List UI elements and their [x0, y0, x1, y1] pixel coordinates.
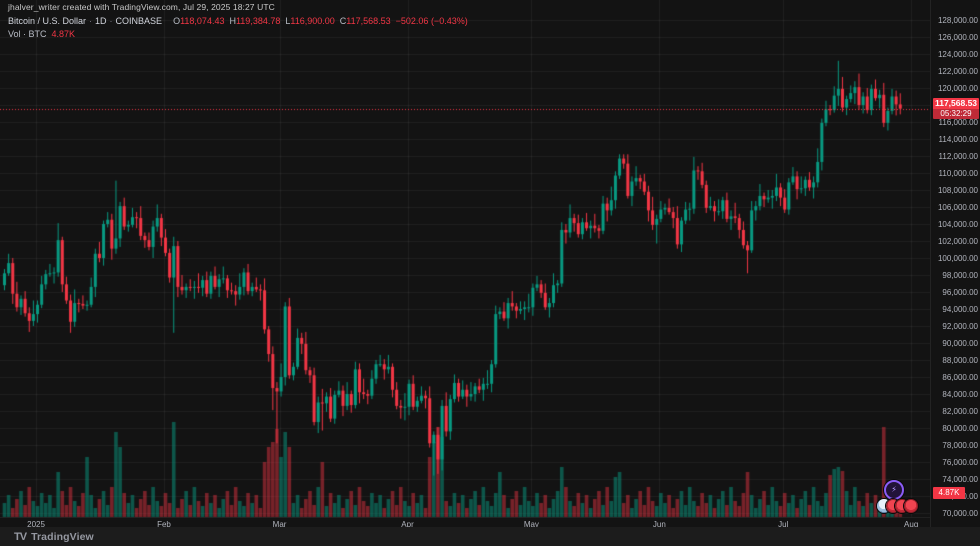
price-axis-label: 98,000.00: [942, 270, 978, 280]
price-axis-label: 128,000.00: [937, 15, 978, 25]
price-axis-label: 84,000.00: [942, 389, 978, 399]
price-axis-label: 104,000.00: [937, 219, 978, 229]
time-axis-label: 2025: [27, 520, 45, 529]
symbol-name[interactable]: Bitcoin / U.S. Dollar: [8, 16, 87, 26]
volume-row: Vol · BTC 4.87K: [8, 29, 468, 39]
price-axis-label: 78,000.00: [942, 440, 978, 450]
price-axis-label: 90,000.00: [942, 338, 978, 348]
interval-label[interactable]: 1D: [95, 16, 107, 26]
open-value: 118,074.43: [180, 16, 225, 26]
volume-indicator-label[interactable]: Vol · BTC: [8, 29, 47, 39]
emoji-sticker-row[interactable]: [877, 499, 918, 513]
time-axis-label: Jun: [652, 520, 666, 529]
price-axis-label: 88,000.00: [942, 355, 978, 365]
price-axis-label: 112,000.00: [938, 151, 978, 161]
price-axis-label: 114,000.00: [938, 134, 978, 144]
volume-value: 4.87K: [51, 29, 76, 39]
open-label: O: [173, 16, 181, 26]
close-label: C: [339, 16, 347, 26]
export-watermark: jhalver_writer created with TradingView.…: [8, 2, 275, 12]
price-axis-label: 86,000.00: [942, 372, 978, 382]
price-axis-label: 96,000.00: [942, 287, 978, 297]
price-axis-label: 82,000.00: [942, 406, 978, 416]
price-axis-label: 92,000.00: [942, 321, 978, 331]
exchange-label: COINBASE: [115, 16, 163, 26]
price-axis-label: 110,000.00: [938, 168, 978, 178]
high-label: H: [229, 16, 236, 26]
low-value: 116,900.00: [290, 16, 335, 26]
price-scale[interactable]: 128,000.00 126,000.00 124,000.00 122,000.00…: [930, 0, 980, 527]
price-axis-label: 100,000.00: [937, 253, 978, 263]
price-axis-label: 94,000.00: [942, 304, 978, 314]
tradingview-logo-text: TradingView: [31, 530, 94, 543]
close-value: 117,568.53: [346, 16, 391, 26]
time-axis-label: Feb: [157, 520, 171, 529]
price-axis-label: 120,000.00: [937, 83, 978, 93]
low-label: L: [285, 16, 291, 26]
candlestick-chart-canvas[interactable]: [0, 0, 930, 527]
price-axis-label: 126,000.00: [937, 32, 978, 42]
volume-axis-badge: 4.87K: [933, 487, 965, 499]
ohlc-values: O118,074.43 H119,384.78 L116,900.00 C117,56…: [168, 16, 468, 26]
bar-countdown: 05:32:29: [933, 109, 979, 120]
time-axis-label: May: [523, 520, 539, 529]
price-axis-label: 74,000.00: [942, 474, 978, 484]
price-axis-label: 108,000.00: [937, 185, 978, 195]
time-axis-label: Aug: [904, 520, 919, 529]
price-axis-label: 80,000.00: [942, 423, 978, 433]
footer-bar: TV TradingView: [0, 527, 980, 546]
tradingview-logo-icon: TV: [14, 530, 27, 543]
last-price-badge: 117,568.53 05:32:29: [933, 98, 979, 120]
time-axis-label: Apr: [401, 520, 414, 529]
price-axis-label: 122,000.00: [937, 66, 978, 76]
separator: ·: [109, 16, 113, 26]
change-value: −502.06 (−0.43%): [395, 16, 468, 26]
price-axis-label: 102,000.00: [937, 236, 978, 246]
price-axis-label: 124,000.00: [937, 49, 978, 59]
red-circle-emoji-sticker[interactable]: [904, 499, 918, 513]
time-axis-label: Mar: [272, 520, 287, 529]
last-price-value: 117,568.53: [933, 98, 979, 110]
high-value: 119,384.78: [235, 16, 281, 26]
chart-legend: jhalver_writer created with TradingView.…: [8, 2, 468, 39]
separator: ·: [89, 16, 93, 26]
price-axis-label: 76,000.00: [942, 457, 978, 467]
time-scale[interactable]: 2025 Feb Mar Apr May Jun Jul Aug: [0, 517, 930, 529]
price-axis-label: 106,000.00: [937, 202, 978, 212]
price-axis-label: 116,000.00: [938, 117, 978, 127]
time-axis-label: Jul: [778, 520, 789, 529]
tradingview-logo[interactable]: TV TradingView: [14, 531, 94, 543]
lightning-emoji-sticker[interactable]: ⚡: [884, 480, 904, 500]
price-axis-label: 70,000.00: [942, 508, 978, 518]
symbol-row: Bitcoin / U.S. Dollar · 1D · COINBASE O118,07…: [8, 16, 468, 26]
